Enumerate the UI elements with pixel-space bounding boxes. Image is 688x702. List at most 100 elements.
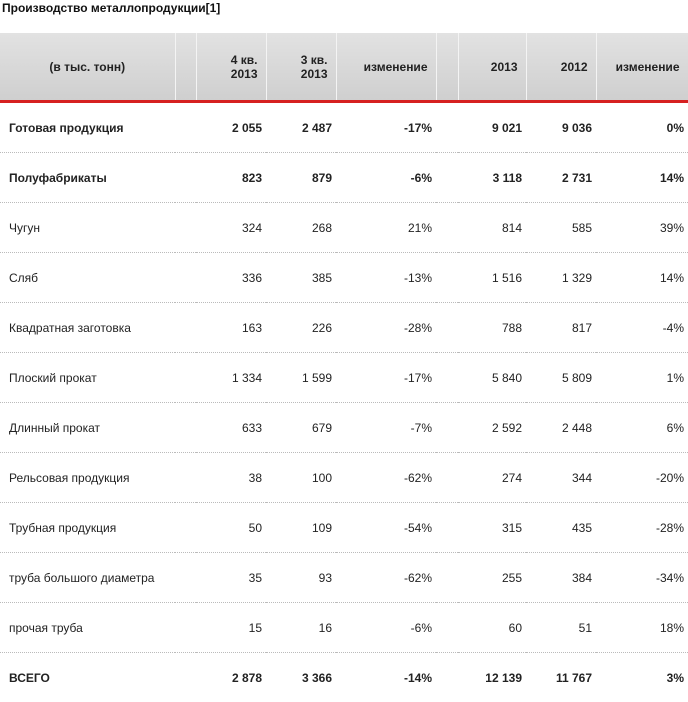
row-spacer: [436, 503, 458, 553]
cell-q3-2013: 93: [266, 553, 336, 603]
metal-production-table: (в тыс. тонн) 4 кв. 2013 3 кв. 2013 изме…: [0, 33, 688, 702]
cell-change-quarter: -13%: [336, 253, 436, 303]
row-spacer: [436, 153, 458, 203]
row-name: Длинный прокат: [0, 403, 175, 453]
cell-q3-2013: 268: [266, 203, 336, 253]
cell-year-2012: 344: [526, 453, 596, 503]
header-spacer: [436, 33, 458, 102]
cell-q3-2013: 16: [266, 603, 336, 653]
row-spacer: [175, 403, 196, 453]
row-spacer: [175, 253, 196, 303]
cell-year-2012: 2 448: [526, 403, 596, 453]
header-change-year: изменение: [596, 33, 688, 102]
cell-year-2013: 9 021: [458, 102, 526, 153]
row-name: Полуфабрикаты: [0, 153, 175, 203]
cell-change-quarter: -14%: [336, 653, 436, 702]
row-spacer: [436, 453, 458, 503]
cell-q4-2013: 336: [196, 253, 266, 303]
row-spacer: [436, 203, 458, 253]
row-name: Плоский прокат: [0, 353, 175, 403]
cell-change-quarter: -62%: [336, 453, 436, 503]
cell-q3-2013: 679: [266, 403, 336, 453]
cell-q3-2013: 226: [266, 303, 336, 353]
header-q3-2013: 3 кв. 2013: [266, 33, 336, 102]
cell-q4-2013: 324: [196, 203, 266, 253]
cell-year-2013: 255: [458, 553, 526, 603]
cell-year-2012: 51: [526, 603, 596, 653]
cell-q4-2013: 15: [196, 603, 266, 653]
row-spacer: [436, 653, 458, 702]
row-spacer: [436, 303, 458, 353]
row-spacer: [175, 553, 196, 603]
header-year-2012: 2012: [526, 33, 596, 102]
cell-change-quarter: 21%: [336, 203, 436, 253]
header-spacer: [175, 33, 196, 102]
cell-year-2013: 3 118: [458, 153, 526, 203]
cell-change-year: -4%: [596, 303, 688, 353]
header-q4-line2: 2013: [205, 67, 258, 81]
table-header: (в тыс. тонн) 4 кв. 2013 3 кв. 2013 изме…: [0, 33, 688, 102]
row-spacer: [175, 303, 196, 353]
cell-year-2013: 274: [458, 453, 526, 503]
cell-q3-2013: 385: [266, 253, 336, 303]
cell-q4-2013: 823: [196, 153, 266, 203]
cell-year-2013: 60: [458, 603, 526, 653]
row-spacer: [175, 102, 196, 153]
cell-change-year: -34%: [596, 553, 688, 603]
header-change-quarter: изменение: [336, 33, 436, 102]
page-title: Производство металлопродукции[1]: [2, 1, 220, 15]
cell-q3-2013: 3 366: [266, 653, 336, 702]
cell-year-2012: 5 809: [526, 353, 596, 403]
row-spacer: [175, 353, 196, 403]
cell-year-2013: 12 139: [458, 653, 526, 702]
cell-q3-2013: 1 599: [266, 353, 336, 403]
header-year-2013: 2013: [458, 33, 526, 102]
row-spacer: [436, 353, 458, 403]
header-label: (в тыс. тонн): [0, 33, 175, 102]
cell-q4-2013: 633: [196, 403, 266, 453]
cell-change-year: -28%: [596, 503, 688, 553]
cell-year-2013: 5 840: [458, 353, 526, 403]
cell-q3-2013: 879: [266, 153, 336, 203]
row-spacer: [175, 603, 196, 653]
cell-year-2012: 384: [526, 553, 596, 603]
row-spacer: [436, 102, 458, 153]
row-spacer: [175, 653, 196, 702]
cell-q4-2013: 35: [196, 553, 266, 603]
row-spacer: [436, 553, 458, 603]
row-name: Трубная продукция: [0, 503, 175, 553]
cell-change-year: 3%: [596, 653, 688, 702]
cell-change-quarter: -7%: [336, 403, 436, 453]
cell-year-2013: 315: [458, 503, 526, 553]
cell-change-year: 14%: [596, 253, 688, 303]
cell-change-year: 0%: [596, 102, 688, 153]
row-name: Готовая продукция: [0, 102, 175, 153]
cell-change-year: 14%: [596, 153, 688, 203]
row-name: Рельсовая продукция: [0, 453, 175, 503]
header-q3-line1: 3 кв.: [275, 53, 328, 67]
cell-q3-2013: 100: [266, 453, 336, 503]
row-spacer: [175, 453, 196, 503]
row-name: Квадратная заготовка: [0, 303, 175, 353]
cell-year-2012: 11 767: [526, 653, 596, 702]
cell-change-year: 1%: [596, 353, 688, 403]
cell-change-quarter: -6%: [336, 603, 436, 653]
row-spacer: [436, 253, 458, 303]
cell-change-quarter: -17%: [336, 353, 436, 403]
cell-change-quarter: -28%: [336, 303, 436, 353]
cell-year-2012: 2 731: [526, 153, 596, 203]
cell-change-quarter: -6%: [336, 153, 436, 203]
row-spacer: [436, 403, 458, 453]
cell-q4-2013: 50: [196, 503, 266, 553]
row-name: прочая труба: [0, 603, 175, 653]
row-spacer: [175, 503, 196, 553]
cell-year-2012: 817: [526, 303, 596, 353]
row-name: Сляб: [0, 253, 175, 303]
cell-change-year: -20%: [596, 453, 688, 503]
